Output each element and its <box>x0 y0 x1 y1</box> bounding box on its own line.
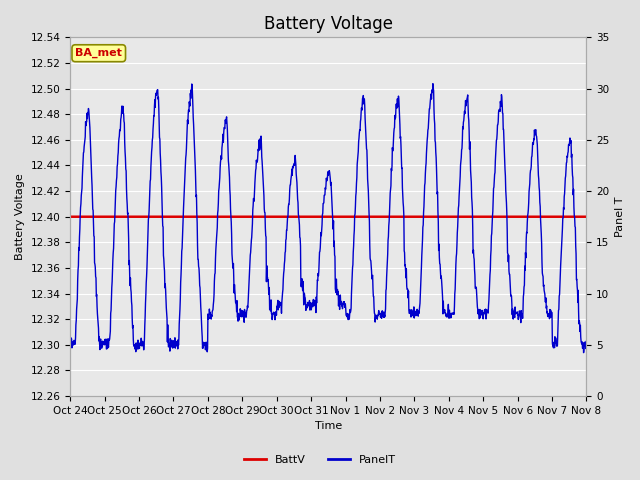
Y-axis label: Panel T: Panel T <box>615 196 625 237</box>
X-axis label: Time: Time <box>315 421 342 432</box>
Legend: BattV, PanelT: BattV, PanelT <box>239 451 401 469</box>
Text: BA_met: BA_met <box>76 48 122 59</box>
Title: Battery Voltage: Battery Voltage <box>264 15 393 33</box>
Y-axis label: Battery Voltage: Battery Voltage <box>15 173 25 260</box>
